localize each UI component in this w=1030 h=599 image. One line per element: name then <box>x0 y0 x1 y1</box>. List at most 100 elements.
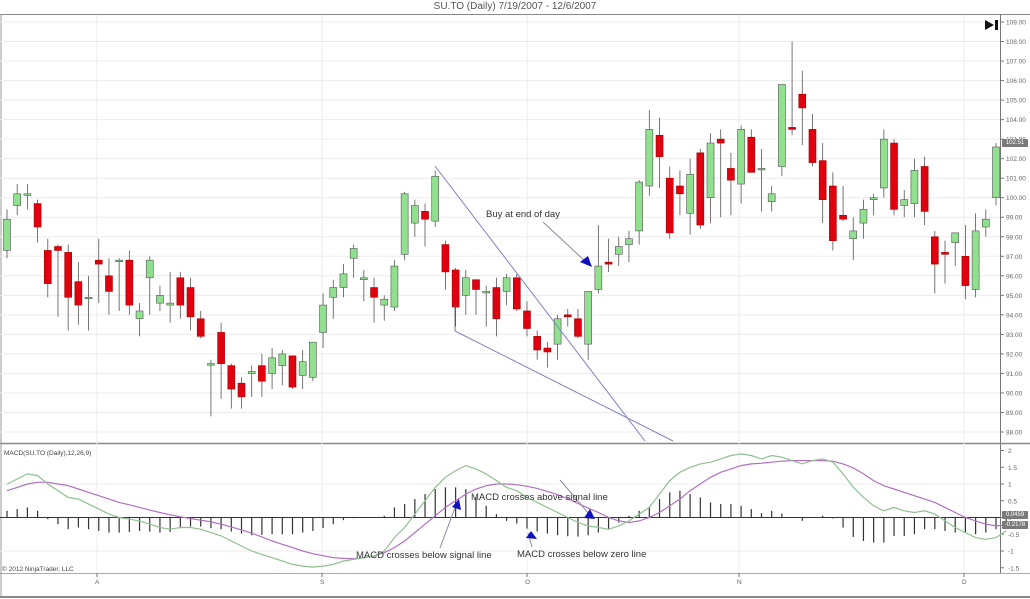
candle[interactable] <box>910 158 919 218</box>
candle[interactable] <box>94 238 103 304</box>
candle[interactable] <box>655 117 664 188</box>
candle[interactable] <box>370 277 378 323</box>
candle[interactable] <box>971 213 980 298</box>
candle[interactable] <box>462 269 470 315</box>
candle[interactable] <box>798 70 807 145</box>
candle[interactable] <box>186 277 195 331</box>
candle[interactable] <box>441 240 450 290</box>
candle[interactable] <box>808 113 817 167</box>
candle[interactable] <box>778 84 786 177</box>
candle[interactable] <box>839 186 847 222</box>
candle[interactable] <box>880 129 888 198</box>
candle[interactable] <box>523 301 531 337</box>
candle[interactable] <box>767 186 776 212</box>
candle[interactable] <box>951 232 960 267</box>
trend-lines[interactable] <box>434 165 674 442</box>
candle[interactable] <box>349 244 358 278</box>
candle[interactable] <box>74 262 83 325</box>
candle[interactable] <box>849 217 858 261</box>
candle[interactable] <box>492 277 501 337</box>
candle[interactable] <box>54 244 62 317</box>
candle[interactable] <box>869 193 878 216</box>
candle[interactable] <box>563 309 572 327</box>
candle[interactable] <box>472 279 480 315</box>
candle[interactable] <box>635 180 643 245</box>
candle[interactable] <box>747 129 756 173</box>
candle[interactable] <box>961 225 970 300</box>
candle[interactable] <box>645 109 654 196</box>
candle[interactable] <box>706 133 715 224</box>
candle[interactable] <box>411 199 419 237</box>
candle[interactable] <box>125 250 134 315</box>
candle[interactable] <box>614 236 623 267</box>
candle[interactable] <box>380 295 389 321</box>
candle[interactable] <box>431 170 440 227</box>
candle[interactable] <box>727 152 735 216</box>
candle[interactable] <box>502 273 511 306</box>
candle[interactable] <box>390 260 399 311</box>
candlestick-series[interactable] <box>3 41 1000 417</box>
candle[interactable] <box>920 156 929 226</box>
candle[interactable] <box>309 341 317 382</box>
candle[interactable] <box>737 125 745 204</box>
candle[interactable] <box>64 244 72 331</box>
candle[interactable] <box>686 158 694 235</box>
candle[interactable] <box>84 275 93 331</box>
candle[interactable] <box>716 129 725 218</box>
candle[interactable] <box>604 238 613 272</box>
candle[interactable] <box>553 314 562 360</box>
candle[interactable] <box>105 258 113 315</box>
candle[interactable] <box>533 330 541 360</box>
support-trend-line[interactable] <box>454 330 674 442</box>
candle[interactable] <box>13 184 21 216</box>
candle[interactable] <box>217 322 225 399</box>
candle[interactable] <box>278 350 287 386</box>
candle[interactable] <box>3 209 11 259</box>
candle[interactable] <box>543 342 552 368</box>
candle[interactable] <box>421 203 429 247</box>
candle[interactable] <box>594 225 603 294</box>
candle[interactable] <box>665 166 674 239</box>
candle[interactable] <box>196 310 205 339</box>
candle[interactable] <box>757 148 766 212</box>
candle[interactable] <box>992 143 1000 206</box>
candle[interactable] <box>931 230 939 294</box>
candle[interactable] <box>574 309 582 339</box>
candle[interactable] <box>247 365 256 397</box>
candle[interactable] <box>982 209 990 237</box>
candle[interactable] <box>941 240 949 284</box>
downtrend-line[interactable] <box>434 165 646 442</box>
candle[interactable] <box>584 291 592 360</box>
candle[interactable] <box>166 271 174 323</box>
candle[interactable] <box>360 269 368 302</box>
candle[interactable] <box>176 271 185 319</box>
candle[interactable] <box>512 273 521 311</box>
candle[interactable] <box>227 363 236 409</box>
candle[interactable] <box>298 350 307 390</box>
candle[interactable] <box>319 293 327 349</box>
candle[interactable] <box>482 285 491 327</box>
candle[interactable] <box>135 303 144 337</box>
candle[interactable] <box>451 268 460 327</box>
candle[interactable] <box>788 41 796 136</box>
skip-to-end-icon[interactable] <box>984 18 1000 32</box>
candle[interactable] <box>258 353 266 397</box>
candle[interactable] <box>829 172 837 251</box>
candle[interactable] <box>237 377 246 409</box>
candle[interactable] <box>288 355 297 390</box>
candle[interactable] <box>339 264 348 298</box>
candle[interactable] <box>156 285 164 311</box>
candle[interactable] <box>818 143 827 224</box>
candle[interactable] <box>329 279 338 319</box>
candle[interactable] <box>23 184 32 210</box>
candle[interactable] <box>145 256 154 315</box>
candle[interactable] <box>890 139 898 216</box>
candle[interactable] <box>625 230 633 263</box>
candle[interactable] <box>268 348 276 390</box>
candle[interactable] <box>859 199 868 239</box>
candle[interactable] <box>33 199 42 243</box>
candle[interactable] <box>696 148 705 229</box>
candle[interactable] <box>207 359 215 417</box>
candle[interactable] <box>400 191 409 261</box>
